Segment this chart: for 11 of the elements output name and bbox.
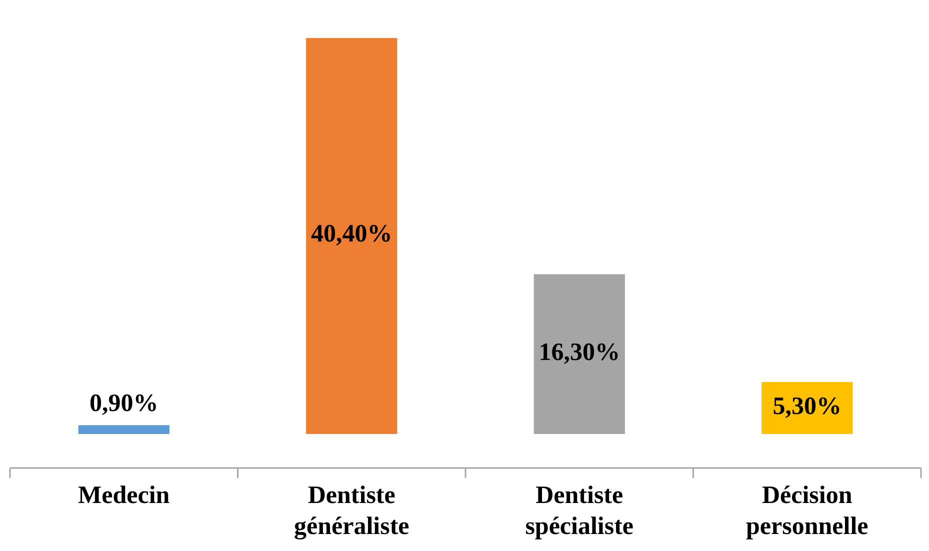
bar xyxy=(78,425,170,434)
x-tick-label: Medecin xyxy=(78,482,170,509)
data-label: 5,30% xyxy=(772,392,842,420)
data-label: 0,90% xyxy=(90,390,158,418)
data-label: 40,40% xyxy=(311,220,392,248)
x-tick-label: Dentiste spécialiste xyxy=(525,482,634,540)
bar xyxy=(306,38,398,434)
bar xyxy=(534,274,625,434)
x-tick-label: Dentiste généraliste xyxy=(294,482,410,540)
data-label: 16,30% xyxy=(538,338,620,366)
x-tick-label: Décision personnelle xyxy=(746,482,868,540)
